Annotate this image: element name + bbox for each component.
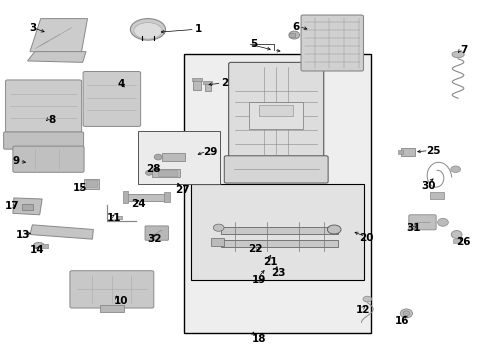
Bar xyxy=(183,54,370,333)
Text: 4: 4 xyxy=(118,79,125,89)
Bar xyxy=(152,168,180,177)
Bar xyxy=(203,81,212,84)
Bar xyxy=(122,192,128,203)
Text: 17: 17 xyxy=(4,201,19,211)
Text: 14: 14 xyxy=(30,245,44,255)
Text: 26: 26 xyxy=(456,237,470,247)
Bar xyxy=(211,238,223,246)
Text: 10: 10 xyxy=(114,296,128,306)
FancyBboxPatch shape xyxy=(224,156,327,183)
FancyBboxPatch shape xyxy=(228,62,323,160)
Ellipse shape xyxy=(362,296,371,302)
Polygon shape xyxy=(30,19,87,54)
Ellipse shape xyxy=(134,23,162,39)
FancyBboxPatch shape xyxy=(301,15,363,71)
Text: 21: 21 xyxy=(263,257,277,267)
Text: 24: 24 xyxy=(131,199,146,210)
FancyBboxPatch shape xyxy=(408,215,435,230)
Ellipse shape xyxy=(33,242,44,248)
Ellipse shape xyxy=(400,309,412,318)
Bar xyxy=(85,180,97,187)
Text: 8: 8 xyxy=(48,115,56,125)
Bar xyxy=(138,131,220,184)
Bar xyxy=(21,204,33,210)
Bar xyxy=(259,105,293,116)
FancyBboxPatch shape xyxy=(83,72,141,126)
Bar xyxy=(124,194,167,201)
Text: 20: 20 xyxy=(358,233,373,243)
Ellipse shape xyxy=(327,225,340,234)
Ellipse shape xyxy=(288,31,299,39)
Bar xyxy=(397,150,402,154)
Ellipse shape xyxy=(451,51,463,58)
FancyBboxPatch shape xyxy=(13,146,84,172)
Text: 19: 19 xyxy=(251,275,265,285)
Polygon shape xyxy=(27,51,86,62)
Ellipse shape xyxy=(450,230,461,238)
Text: 29: 29 xyxy=(203,147,217,157)
Ellipse shape xyxy=(145,170,152,175)
Bar xyxy=(83,179,99,189)
Text: 16: 16 xyxy=(394,316,408,325)
Bar xyxy=(191,78,202,81)
Text: 6: 6 xyxy=(292,22,299,32)
Text: 7: 7 xyxy=(459,45,467,55)
Text: 30: 30 xyxy=(420,181,435,192)
Ellipse shape xyxy=(213,224,224,231)
Bar xyxy=(289,33,295,37)
Text: 9: 9 xyxy=(13,156,20,166)
Text: 12: 12 xyxy=(355,305,369,315)
Ellipse shape xyxy=(450,166,460,172)
Text: 11: 11 xyxy=(107,213,121,222)
FancyBboxPatch shape xyxy=(145,226,168,240)
Text: 28: 28 xyxy=(146,163,160,174)
Text: 31: 31 xyxy=(406,224,420,233)
Bar xyxy=(100,305,124,312)
Bar xyxy=(163,192,170,202)
Text: 32: 32 xyxy=(147,234,161,244)
Bar xyxy=(193,80,200,90)
Text: 3: 3 xyxy=(29,23,36,33)
FancyBboxPatch shape xyxy=(3,132,83,149)
FancyBboxPatch shape xyxy=(70,271,154,308)
Ellipse shape xyxy=(437,219,447,226)
Bar xyxy=(429,192,444,199)
Ellipse shape xyxy=(130,19,165,40)
Text: 22: 22 xyxy=(248,244,263,254)
Polygon shape xyxy=(13,198,42,215)
Text: 23: 23 xyxy=(271,267,285,278)
Text: 15: 15 xyxy=(73,183,87,193)
Text: 27: 27 xyxy=(175,185,189,195)
Text: 1: 1 xyxy=(194,24,202,35)
Text: 2: 2 xyxy=(221,78,228,88)
Bar xyxy=(221,226,337,234)
FancyBboxPatch shape xyxy=(5,80,81,132)
Polygon shape xyxy=(30,225,93,239)
Bar xyxy=(249,102,303,129)
Bar xyxy=(116,216,122,220)
Ellipse shape xyxy=(402,311,409,316)
Bar xyxy=(161,153,184,161)
Bar xyxy=(204,82,210,91)
Text: 25: 25 xyxy=(425,146,440,156)
Text: 13: 13 xyxy=(15,230,30,239)
Bar xyxy=(190,184,363,280)
Bar xyxy=(221,239,337,247)
Bar xyxy=(41,244,48,248)
Bar xyxy=(400,148,414,156)
Bar xyxy=(158,170,177,176)
Bar xyxy=(452,239,460,243)
Text: 5: 5 xyxy=(250,40,257,49)
Text: 18: 18 xyxy=(251,333,266,343)
Ellipse shape xyxy=(154,154,162,160)
